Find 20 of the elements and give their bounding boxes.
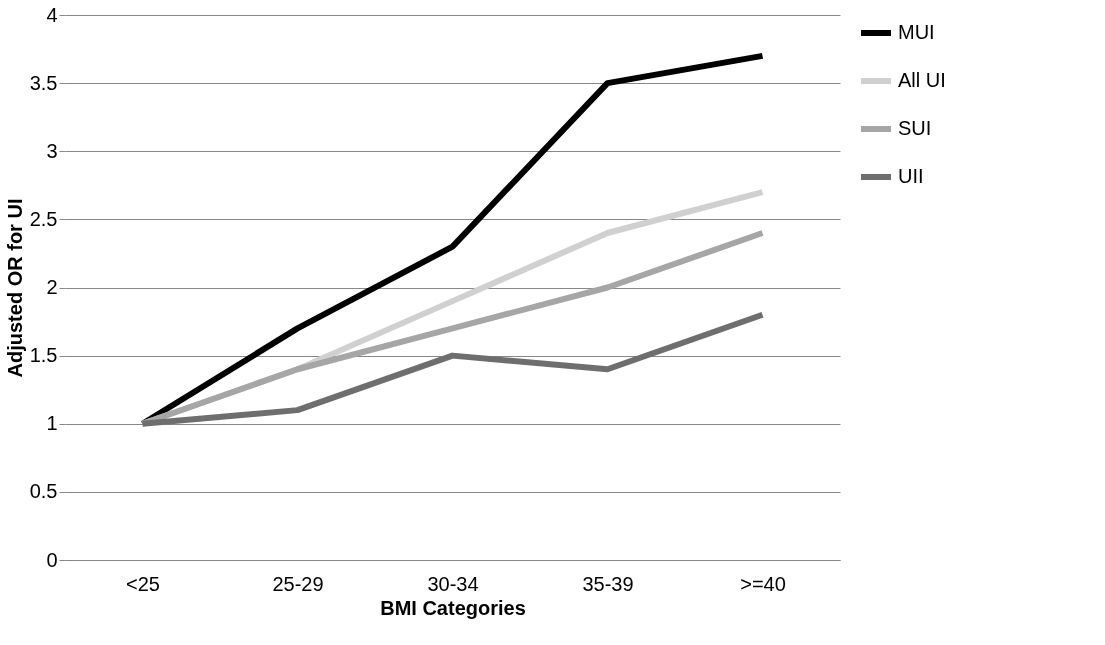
- y-tick-label: 0.5: [29, 480, 58, 503]
- y-tick-label: 3: [46, 139, 58, 162]
- y-tick-label: 2: [46, 276, 58, 298]
- x-axis-title: BMI Categories: [380, 596, 526, 619]
- x-tick-label: <25: [126, 572, 160, 595]
- y-tick-label: 3.5: [29, 71, 58, 94]
- y-tick-label: 0: [46, 548, 58, 571]
- legend-label: SUI: [898, 117, 932, 139]
- legend-label: All UI: [898, 69, 946, 91]
- x-tick-label: 35-39: [582, 572, 634, 595]
- x-tick-label: 25-29: [272, 572, 324, 595]
- y-tick-label: 1: [46, 412, 58, 435]
- y-tick-label: 4: [46, 3, 58, 26]
- y-axis-title: Adjusted OR for UI: [3, 198, 26, 378]
- legend-label: UII: [898, 165, 924, 187]
- x-tick-label: 30-34: [427, 572, 479, 595]
- x-tick-label: >=40: [740, 572, 786, 595]
- legend-label: MUI: [898, 21, 935, 43]
- y-tick-label: 2.5: [29, 207, 58, 230]
- y-tick-label: 1.5: [29, 344, 58, 367]
